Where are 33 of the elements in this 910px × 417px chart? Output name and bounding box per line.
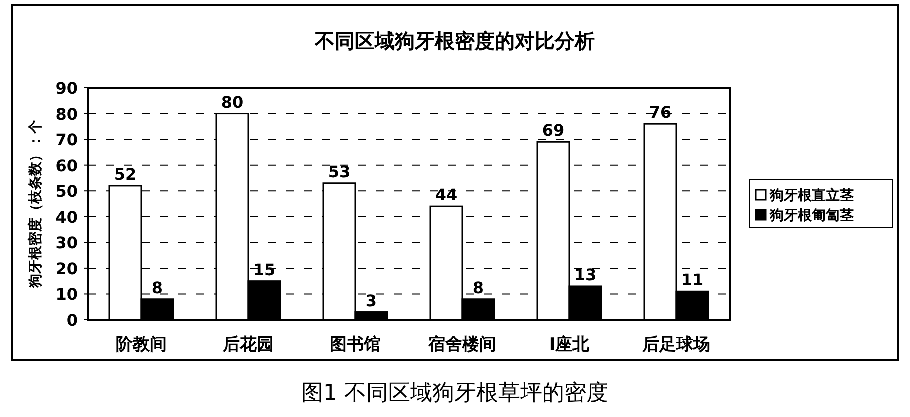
data-label: 8 bbox=[472, 278, 484, 298]
data-label: 11 bbox=[681, 270, 704, 290]
legend-label: 狗牙根直立茎 bbox=[769, 187, 854, 204]
x-tick-label: 后足球场 bbox=[642, 335, 710, 355]
caption: 图1 不同区域狗牙根草坪的密度 bbox=[302, 381, 608, 406]
legend-label: 狗牙根匍匐茎 bbox=[769, 208, 854, 224]
data-label: 80 bbox=[221, 92, 244, 112]
data-label: 76 bbox=[649, 103, 672, 122]
chart-title: 不同区域狗牙根密度的对比分析 bbox=[314, 29, 595, 53]
y-tick-label: 30 bbox=[56, 234, 78, 253]
data-label: 53 bbox=[328, 162, 351, 182]
y-tick-label: 90 bbox=[56, 79, 78, 98]
data-label: 15 bbox=[253, 260, 276, 280]
data-label: 3 bbox=[366, 291, 378, 310]
data-label: 8 bbox=[152, 278, 164, 298]
y-tick-label: 10 bbox=[56, 285, 78, 304]
x-tick-label: I座北 bbox=[549, 335, 591, 355]
x-tick-label: 图书馆 bbox=[330, 335, 381, 355]
x-tick-label: 阶教间 bbox=[116, 335, 167, 355]
x-tick-label: 宿舍楼间 bbox=[428, 335, 496, 355]
data-label: 69 bbox=[542, 121, 565, 140]
data-label: 52 bbox=[114, 164, 137, 184]
y-tick-label: 60 bbox=[56, 156, 78, 176]
y-tick-label: 50 bbox=[56, 182, 78, 202]
y-tick-label: 20 bbox=[56, 259, 78, 278]
data-label: 13 bbox=[574, 265, 597, 284]
y-axis-title: 狗牙根密度（枝条数）：个 bbox=[27, 119, 44, 289]
y-tick-label: 80 bbox=[56, 104, 78, 124]
y-tick-label: 70 bbox=[56, 130, 78, 150]
data-label: 44 bbox=[435, 186, 458, 205]
x-tick-label: 后花园 bbox=[222, 335, 274, 355]
y-tick-label: 0 bbox=[66, 311, 78, 330]
y-tick-label: 40 bbox=[56, 208, 78, 227]
